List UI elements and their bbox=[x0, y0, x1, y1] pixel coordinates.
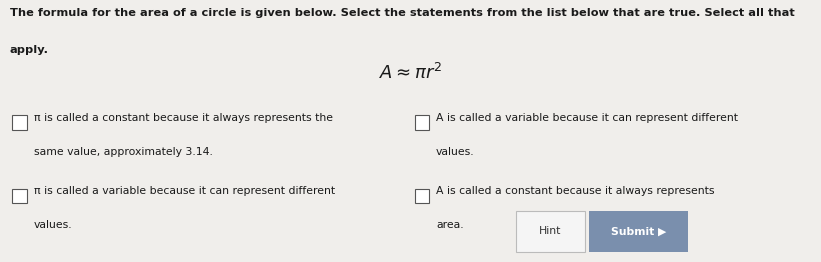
Text: area.: area. bbox=[436, 220, 464, 230]
Text: same value, approximately 3.14.: same value, approximately 3.14. bbox=[34, 147, 213, 157]
Text: apply.: apply. bbox=[10, 45, 49, 54]
Text: Hint: Hint bbox=[539, 226, 562, 236]
Text: A is called a constant because it always represents: A is called a constant because it always… bbox=[436, 186, 714, 196]
Text: Submit ▶: Submit ▶ bbox=[611, 226, 667, 236]
Text: π is called a variable because it can represent different: π is called a variable because it can re… bbox=[34, 186, 335, 196]
Text: $A\approx\pi r^2$: $A\approx\pi r^2$ bbox=[378, 63, 443, 83]
Bar bbox=[12, 115, 27, 130]
Bar bbox=[516, 211, 585, 252]
Text: A is called a variable because it can represent different: A is called a variable because it can re… bbox=[436, 113, 738, 123]
Bar bbox=[415, 115, 429, 130]
Bar bbox=[415, 189, 429, 203]
Text: values.: values. bbox=[436, 147, 475, 157]
Bar bbox=[589, 211, 688, 252]
Text: The formula for the area of a circle is given below. Select the statements from : The formula for the area of a circle is … bbox=[10, 8, 795, 18]
Text: values.: values. bbox=[34, 220, 72, 230]
Text: π is called a constant because it always represents the: π is called a constant because it always… bbox=[34, 113, 333, 123]
Bar bbox=[12, 189, 27, 203]
